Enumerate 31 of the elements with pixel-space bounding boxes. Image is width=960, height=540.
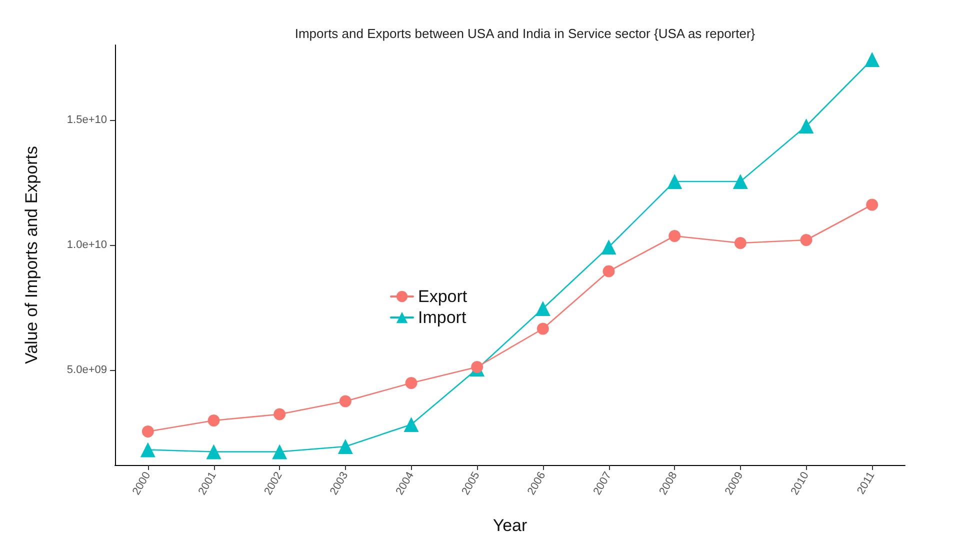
point <box>339 395 352 408</box>
point <box>601 240 616 254</box>
point <box>864 52 880 67</box>
point <box>274 408 286 420</box>
point <box>206 444 222 460</box>
point <box>798 118 814 134</box>
point <box>602 265 615 278</box>
point <box>404 417 419 432</box>
point <box>405 377 418 389</box>
point <box>536 322 549 335</box>
point <box>667 174 682 189</box>
point <box>535 301 550 316</box>
x-axis-title: Year <box>492 516 528 535</box>
point <box>338 439 353 454</box>
point <box>732 174 748 189</box>
chart-title: Imports and Exports between USA and India in Service sector {USA as reporter} <box>294 26 756 41</box>
point <box>668 230 681 242</box>
legend-label: Import <box>418 308 466 327</box>
point <box>866 198 878 211</box>
y-tick-label: 5.0e+09 <box>66 364 107 376</box>
point <box>142 426 154 438</box>
point <box>140 442 156 458</box>
point <box>272 444 288 460</box>
y-axis-title: Value of Imports and Exports <box>22 146 41 364</box>
point <box>471 361 484 373</box>
point <box>208 414 220 426</box>
y-tick-label: 1.5e+10 <box>66 114 107 126</box>
y-tick-label: 1.0e+10 <box>66 239 107 251</box>
point <box>800 234 812 246</box>
legend-label: Export <box>418 287 468 306</box>
point <box>734 237 746 249</box>
